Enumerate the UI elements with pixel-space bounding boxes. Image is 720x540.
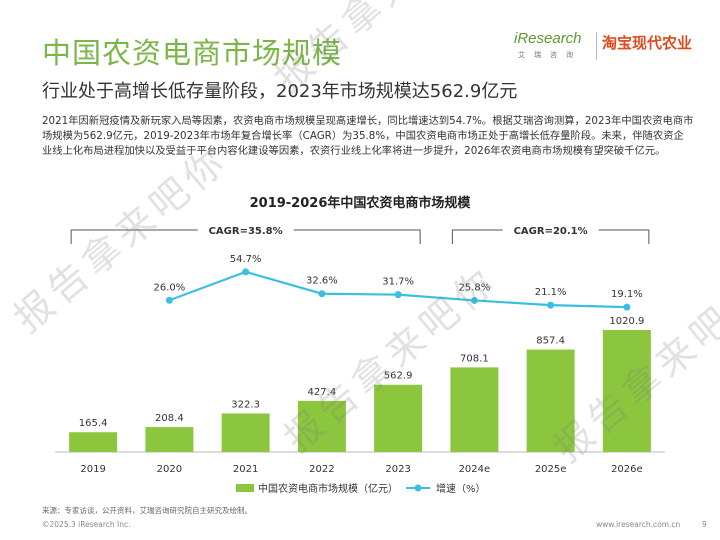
growth-value-label: 32.6%	[306, 276, 338, 287]
cagr-label: CAGR=20.1%	[514, 226, 588, 237]
legend-line-label: 增速（%）	[436, 482, 486, 495]
bar	[450, 367, 499, 452]
source-note: 来源：专家访谈，公开资料，艾瑞咨询研究院自主研究及绘制。	[42, 506, 252, 515]
x-tick-label: 2024e	[459, 464, 491, 475]
growth-point	[547, 301, 555, 309]
growth-value-label: 54.7%	[230, 254, 262, 265]
growth-value-label: 26.0%	[153, 282, 185, 293]
website: www.iresearch.com.cn	[596, 520, 681, 529]
bar	[221, 413, 270, 452]
bar	[602, 330, 651, 452]
growth-point	[623, 303, 631, 311]
bar-value-label: 562.9	[384, 371, 413, 382]
bar	[526, 349, 575, 452]
growth-point	[470, 296, 478, 304]
bar	[145, 427, 194, 452]
bar	[69, 432, 118, 452]
legend-line-marker	[414, 484, 422, 492]
x-tick-label: 2022	[309, 464, 334, 475]
chart-title: 2019-2026年中国农资电商市场规模	[249, 196, 471, 211]
bar-value-label: 857.4	[536, 336, 565, 347]
bar-value-label: 427.4	[308, 387, 337, 398]
bar-value-label: 708.1	[460, 353, 489, 364]
page-number: 9	[702, 520, 707, 529]
summary-paragraph: 2021年因新冠疫情及新玩家入局等因素，农资电商市场规模呈现高速增长，同比增速达…	[42, 115, 694, 157]
growth-value-label: 19.1%	[611, 289, 643, 300]
bar-value-label: 165.4	[79, 418, 108, 429]
cagr-label: CAGR=35.8%	[209, 226, 283, 237]
cagr-bracket	[451, 229, 650, 244]
iresearch-logo: iResearch	[514, 30, 582, 47]
copyright: ©2025.3 iResearch Inc.	[42, 520, 131, 529]
legend-bar-label: 中国农资电商市场规模（亿元）	[258, 482, 398, 495]
taobao-agri-logo: 淘宝现代农业	[602, 34, 693, 52]
x-tick-label: 2023	[385, 464, 410, 475]
growth-value-label: 21.1%	[535, 287, 567, 298]
bar-value-label: 322.3	[231, 399, 260, 410]
growth-value-label: 31.7%	[382, 277, 414, 288]
bar	[297, 400, 346, 452]
legend-bar-swatch	[236, 484, 254, 492]
market-size-chart: 165.4 2019 208.4 2020 322.3 2021 427.4 2022 562.…	[55, 226, 665, 495]
bar-value-label: 1020.9	[609, 316, 644, 327]
cagr-bracket	[70, 229, 421, 244]
brand-logo: iResearch 艾瑞咨询 淘宝现代农业	[514, 26, 714, 70]
x-tick-label: 2020	[157, 464, 182, 475]
x-tick-label: 2026e	[611, 464, 643, 475]
x-tick-label: 2019	[80, 464, 105, 475]
growth-value-label: 25.8%	[458, 282, 490, 293]
bar-value-label: 208.4	[155, 413, 184, 424]
growth-point	[242, 268, 250, 276]
page-subtitle: 行业处于高增长低存量阶段，2023年市场规模达562.9亿元	[42, 81, 518, 102]
iresearch-logo-cn: 艾瑞咨询	[518, 51, 582, 59]
bar	[374, 384, 423, 452]
growth-point	[394, 291, 402, 299]
growth-point	[318, 290, 326, 298]
growth-point	[165, 296, 173, 304]
page-title: 中国农资电商市场规模	[42, 36, 343, 70]
x-tick-label: 2025e	[535, 464, 567, 475]
logo-divider	[596, 32, 597, 60]
x-tick-label: 2021	[233, 464, 258, 475]
